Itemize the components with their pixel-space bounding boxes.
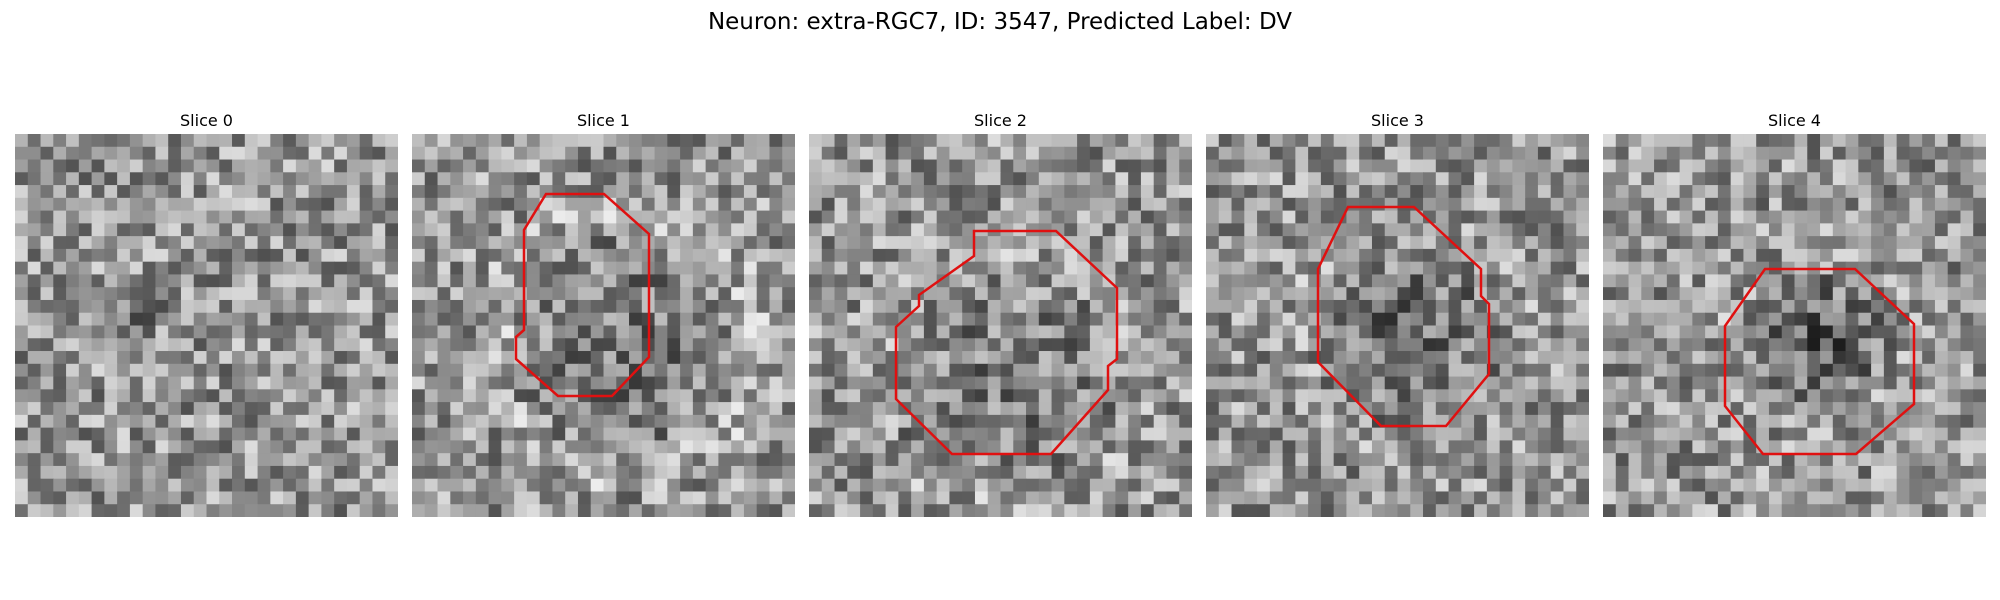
slice-grayscale-image (1603, 134, 1986, 517)
slice-grayscale-image (15, 134, 398, 517)
slice-panel-0: Slice 0 (15, 110, 398, 517)
slice-image (412, 134, 795, 517)
slice-panel-3: Slice 3 (1206, 110, 1589, 517)
slice-image (15, 134, 398, 517)
figure-title: Neuron: extra-RGC7, ID: 3547, Predicted … (707, 9, 1293, 35)
pixel-grid (809, 134, 1192, 517)
slice-panel-2: Slice 2 (809, 110, 1192, 517)
slice-image (1206, 134, 1589, 517)
slice-title: Slice 1 (577, 111, 630, 130)
pixel-grid (15, 134, 398, 517)
slice-title: Slice 0 (180, 111, 233, 130)
slice-panel-4: Slice 4 (1603, 110, 1986, 517)
slice-title: Slice 4 (1768, 111, 1821, 130)
slice-image (809, 134, 1192, 517)
roi-contour (514, 192, 651, 398)
slice-image (1603, 134, 1986, 517)
roi-contour (894, 229, 1119, 456)
pixel-grid (1206, 134, 1589, 517)
slice-title: Slice 3 (1371, 111, 1424, 130)
roi-contour (1316, 205, 1491, 428)
pixel-grid (412, 134, 795, 517)
slice-grayscale-image (1206, 134, 1589, 517)
slice-grayscale-image (809, 134, 1192, 517)
slice-grayscale-image (412, 134, 795, 517)
slice-panel-1: Slice 1 (412, 110, 795, 517)
slice-title: Slice 2 (974, 111, 1027, 130)
pixel-grid (1603, 134, 1986, 517)
roi-contour (1723, 267, 1916, 456)
